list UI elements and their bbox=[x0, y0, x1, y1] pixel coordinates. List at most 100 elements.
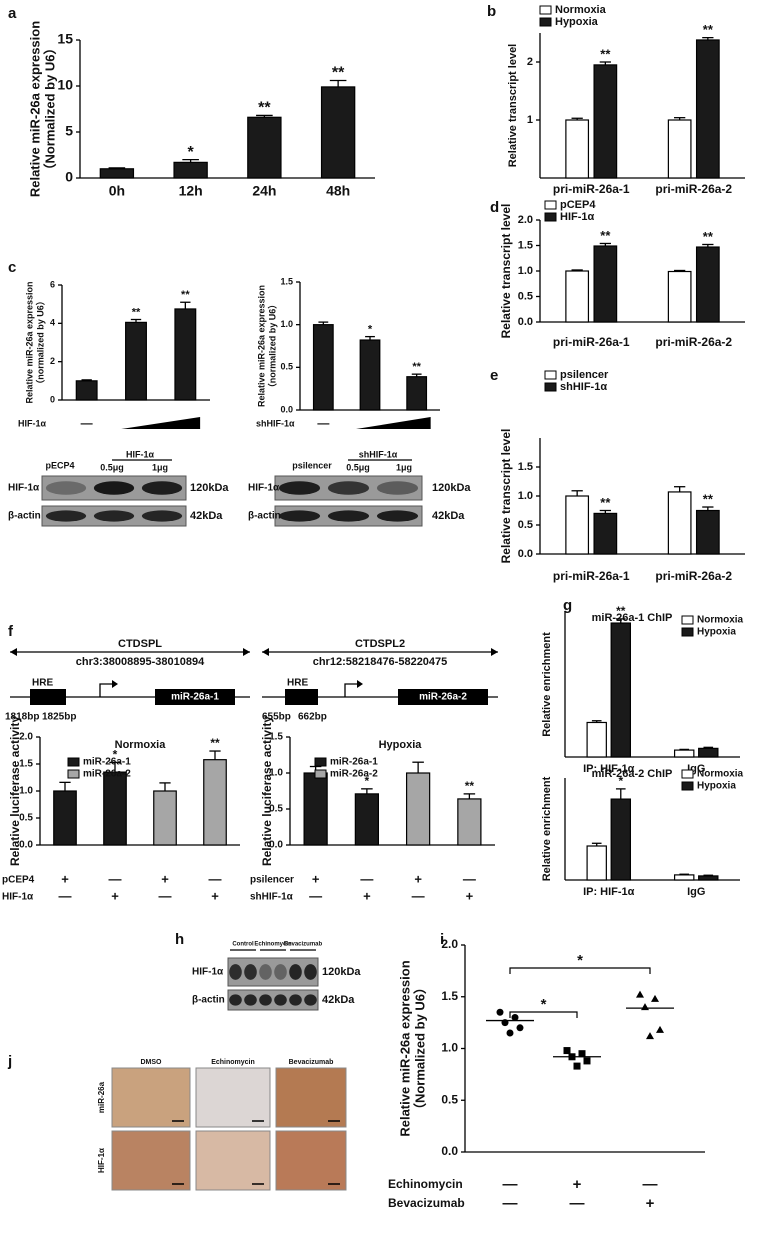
blot-row-label: β-actin bbox=[192, 995, 225, 1006]
significance: * bbox=[368, 324, 373, 336]
blot-dose: 0.5μg bbox=[346, 462, 370, 472]
bar bbox=[698, 875, 719, 881]
x-tick-label: IP: HIF-1α bbox=[583, 763, 635, 775]
legend-label: Hypoxia bbox=[555, 16, 599, 28]
y-tick-label: 0.5 bbox=[518, 519, 533, 531]
blot-band bbox=[289, 964, 302, 980]
chart-title: miR-26a-1 ChIP bbox=[592, 612, 673, 624]
blot-band bbox=[327, 510, 370, 522]
x-tick-label: pri-miR-26a-2 bbox=[655, 335, 732, 349]
blot-strip bbox=[227, 957, 319, 987]
y-axis-label: （normalized by U6） bbox=[267, 300, 277, 393]
blot-band bbox=[229, 994, 242, 1006]
significance: * bbox=[618, 774, 623, 788]
blot-band bbox=[141, 510, 183, 522]
y-axis-label: Relative luciferase activity bbox=[260, 716, 274, 866]
blot-band bbox=[376, 510, 419, 522]
data-point bbox=[636, 990, 644, 998]
column-label: DMSO bbox=[141, 1059, 163, 1066]
hre-box bbox=[285, 689, 318, 705]
bar bbox=[125, 321, 147, 401]
y-axis-label: （normalized by U6） bbox=[35, 296, 45, 389]
hre-start: 655bp bbox=[262, 712, 291, 723]
panel-letter: f bbox=[8, 623, 14, 640]
blot-band bbox=[45, 510, 87, 522]
mir-label: miR-26a-2 bbox=[419, 692, 467, 703]
gene-location: chr3:38008895-38010894 bbox=[76, 656, 205, 668]
row-sign: — bbox=[360, 871, 373, 886]
x-tick-label: pri-miR-26a-1 bbox=[553, 335, 630, 349]
row-label: HIF-1α bbox=[18, 418, 47, 428]
blot-dose: 0.5μg bbox=[100, 462, 124, 472]
bar bbox=[565, 119, 590, 179]
bar bbox=[174, 308, 197, 401]
blot-band bbox=[304, 964, 317, 980]
blot-row-label: β-actin bbox=[248, 511, 281, 522]
legend-swatch bbox=[539, 17, 552, 27]
blot-header: psilencer bbox=[292, 460, 332, 470]
y-tick-label: 1.0 bbox=[518, 490, 533, 502]
row-label: shHIF-1α bbox=[256, 418, 295, 428]
row-sign: — bbox=[317, 416, 329, 430]
data-point bbox=[511, 1013, 519, 1021]
legend-swatch bbox=[544, 370, 557, 380]
tss-arrow bbox=[344, 683, 359, 697]
significance: * bbox=[541, 996, 547, 1013]
blot-header: pECP4 bbox=[45, 460, 74, 470]
comparison-bracket bbox=[509, 967, 651, 974]
row-label: Echinomycin bbox=[388, 1177, 463, 1191]
y-tick-label: 0.5 bbox=[518, 290, 533, 302]
x-tick-label: 24h bbox=[252, 183, 276, 199]
bar bbox=[667, 119, 692, 179]
arrowhead bbox=[243, 648, 250, 656]
dose-ramp bbox=[356, 417, 431, 429]
y-tick-label: 6 bbox=[50, 279, 55, 289]
bar bbox=[406, 376, 428, 411]
y-tick-label: 0 bbox=[65, 169, 73, 185]
blot-band bbox=[93, 510, 135, 522]
significance: * bbox=[113, 748, 118, 762]
row-sign: + bbox=[161, 871, 169, 886]
data-point bbox=[578, 1050, 586, 1058]
bar bbox=[103, 771, 127, 846]
significance: ** bbox=[181, 289, 190, 301]
bar bbox=[153, 790, 177, 846]
legend-swatch bbox=[544, 200, 557, 210]
gene-location: chr12:58218476-58220475 bbox=[313, 656, 448, 668]
blot-band bbox=[278, 481, 321, 495]
row-sign: — bbox=[463, 871, 476, 886]
legend-label: miR-26a-1 bbox=[330, 757, 378, 768]
blot-dose: 1μg bbox=[152, 462, 168, 472]
y-tick-label: 1.5 bbox=[518, 239, 533, 251]
y-tick-label: 0.5 bbox=[19, 813, 33, 824]
row-label: pCEP4 bbox=[2, 875, 35, 886]
legend-swatch bbox=[539, 5, 552, 15]
y-axis-label: Relative miR-26a expression bbox=[24, 281, 34, 403]
x-tick-label: 0h bbox=[109, 183, 125, 199]
bar bbox=[405, 772, 431, 846]
panel-letter: g bbox=[563, 597, 572, 614]
legend-label: miR-26a-2 bbox=[330, 769, 378, 780]
panel-letter: b bbox=[487, 3, 496, 20]
legend-label: Normoxia bbox=[697, 769, 744, 780]
bar bbox=[673, 749, 695, 758]
hre-end: 662bp bbox=[298, 712, 327, 723]
significance: ** bbox=[132, 306, 141, 318]
y-tick-label: 1.0 bbox=[441, 1041, 458, 1055]
blot-band bbox=[376, 481, 419, 495]
blot-band bbox=[259, 994, 272, 1006]
blot-group: shHIF-1α bbox=[359, 449, 398, 459]
chart-title: Hypoxia bbox=[379, 739, 423, 751]
y-tick-label: 1 bbox=[527, 114, 533, 126]
x-tick-label: 12h bbox=[179, 183, 203, 199]
row-sign: — bbox=[643, 1176, 658, 1193]
y-axis-label: Relative transcript level bbox=[499, 429, 513, 564]
row-sign: — bbox=[412, 888, 425, 903]
y-tick-label: 0.0 bbox=[19, 840, 33, 851]
bar bbox=[695, 246, 720, 323]
blot-lane-label: Bevacizumab bbox=[284, 942, 323, 948]
bar bbox=[203, 759, 227, 846]
row-sign: + bbox=[573, 1176, 582, 1193]
bar bbox=[695, 509, 720, 555]
bar bbox=[673, 874, 695, 881]
